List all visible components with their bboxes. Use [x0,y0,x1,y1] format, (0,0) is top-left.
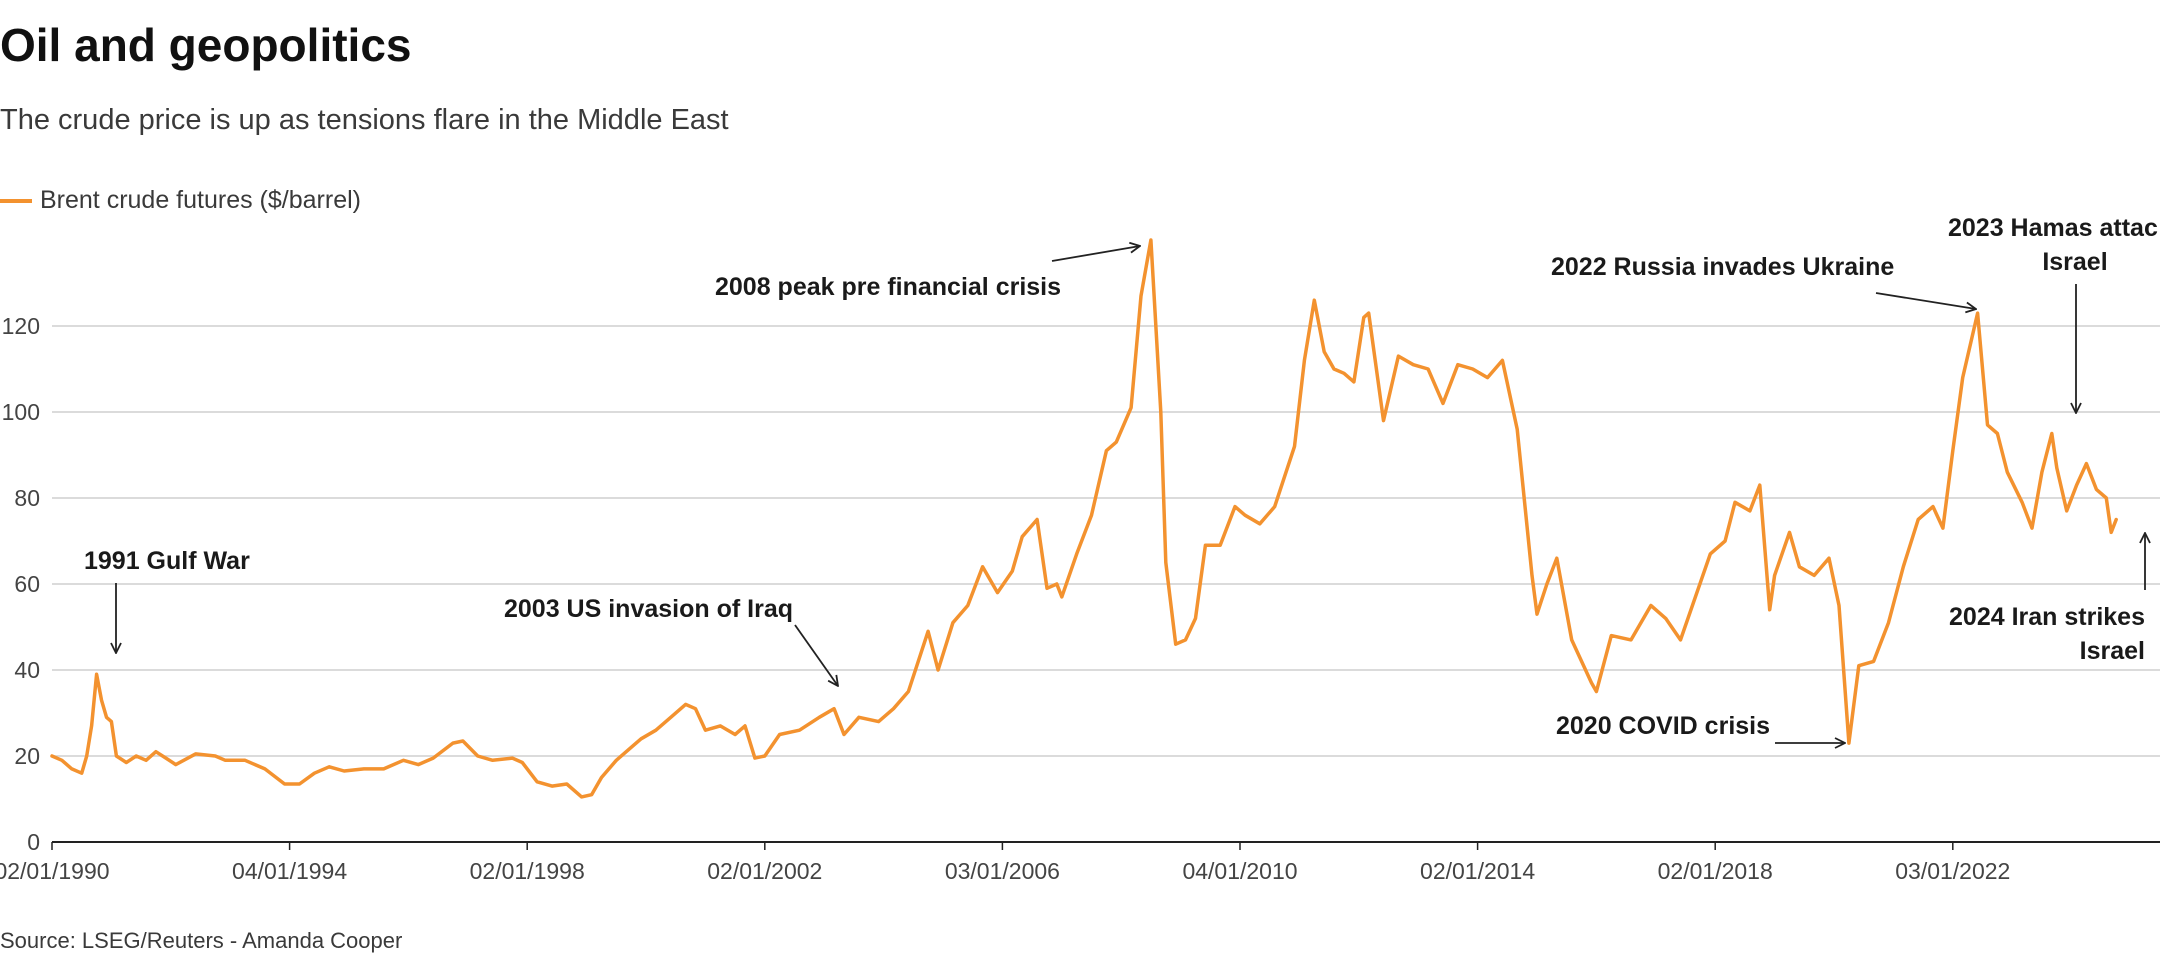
chart-title: Oil and geopolitics [0,19,412,71]
x-tick-label: 02/01/2014 [1420,858,1535,884]
y-tick-label: 40 [14,657,40,683]
x-tick-label: 04/01/2010 [1182,858,1297,884]
annotation-label: 2020 COVID crisis [1556,712,1770,740]
legend-swatch [0,198,32,203]
legend: Brent crude futures ($/barrel) [0,186,361,215]
x-tick-label: 03/01/2022 [1895,858,2010,884]
source-note: Source: LSEG/Reuters - Amanda Cooper [0,928,403,953]
annotation-label: 2022 Russia invades Ukraine [1551,253,1894,281]
x-tick-label: 02/01/1998 [470,858,585,884]
y-tick-label: 0 [27,829,40,855]
y-tick-label: 100 [2,399,40,425]
y-tick-label: 120 [2,313,40,339]
chart-subtitle: The crude price is up as tensions flare … [0,104,729,136]
legend-label: Brent crude futures ($/barrel) [40,186,361,214]
annotation-label: 2024 Iran strikes [1949,603,2145,631]
x-tick-label: 02/01/2002 [707,858,822,884]
annotation-arrow [1875,292,1976,309]
series-line-brent [50,238,2118,799]
annotation-label: 2023 Hamas attac [1948,214,2158,242]
x-tick-label: 02/01/1990 [0,858,110,884]
annotation-label: 2008 peak pre financial crisis [715,273,1061,301]
x-tick-label: 03/01/2006 [945,858,1060,884]
annotation-label: Israel [2042,248,2107,276]
y-tick-label: 80 [14,485,40,511]
y-tick-label: 60 [14,571,40,597]
annotation-arrow [1051,246,1140,262]
annotation-label: 1991 Gulf War [84,547,250,575]
annotation-label: Israel [2080,637,2145,665]
x-tick-label: 04/01/1994 [232,858,347,884]
annotation-label: 2003 US invasion of Iraq [504,595,793,623]
x-tick-label: 02/01/2018 [1658,858,1773,884]
annotation-arrow [794,624,838,686]
y-tick-label: 20 [14,743,40,769]
